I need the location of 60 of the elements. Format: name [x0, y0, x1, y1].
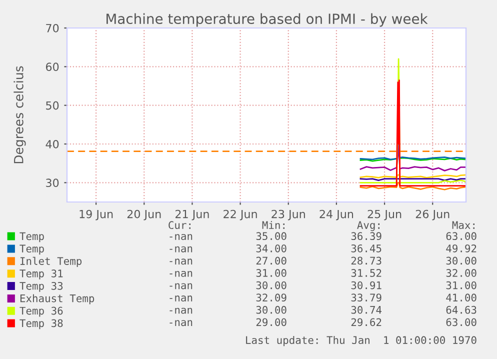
- text: 49.92: [446, 244, 476, 252]
- text: 35.00: [256, 232, 286, 240]
- text: 41.00: [446, 294, 476, 302]
- y-tick-label: 30: [46, 178, 59, 188]
- y-axis-title: Degrees celcius: [14, 66, 26, 164]
- text: 29.62: [351, 318, 382, 326]
- text: 32.00: [446, 269, 476, 277]
- text: Min:: [262, 220, 284, 229]
- text: 30.00: [256, 306, 286, 314]
- text: -nan: [170, 246, 192, 252]
- legend-label: Temp 38: [20, 319, 63, 330]
- text: 64.63: [446, 306, 476, 314]
- text: -nan: [170, 234, 192, 240]
- text: 31.00: [446, 281, 476, 290]
- y-tick-label: 40: [46, 140, 59, 148]
- text: -nan: [170, 308, 192, 314]
- text: 27.00: [256, 256, 286, 265]
- x-tick-label: 20 Jun: [127, 210, 161, 220]
- text: -nan: [170, 258, 192, 265]
- text: -nan: [170, 296, 192, 302]
- chart-title: Machine temperature based on IPMI - by week: [106, 13, 428, 27]
- x-tick-label: 23 Jun: [272, 210, 305, 220]
- y-tick-label: 50: [46, 101, 59, 110]
- legend-label: Temp: [20, 232, 44, 242]
- x-tick-label: 24 Jun: [320, 210, 354, 220]
- text: -nan: [170, 270, 192, 277]
- text: 28.73: [351, 256, 382, 265]
- x-tick-label: 21 Jun: [176, 210, 209, 220]
- x-tick-label: 25 Jun: [368, 210, 402, 220]
- text: 34.00: [256, 244, 286, 252]
- legend-label: Temp: [20, 244, 44, 255]
- text: -nan: [170, 283, 192, 290]
- legend-label: Inlet Temp: [20, 256, 82, 267]
- text: Max:: [452, 221, 474, 230]
- text: 30.00: [256, 281, 286, 290]
- text: 31.52: [351, 269, 382, 277]
- text: 63.00: [446, 232, 476, 240]
- x-tick-label: 19 Jun: [80, 210, 113, 220]
- legend-label: Temp 31: [20, 270, 63, 280]
- x-tick-label: 22 Jun: [224, 210, 257, 220]
- y-tick-label: 60: [46, 62, 59, 72]
- text: 32.09: [256, 294, 286, 302]
- text: 33.79: [351, 294, 382, 302]
- legend-label: Temp 33: [20, 282, 63, 292]
- text: -nan: [170, 320, 192, 326]
- text: 31.00: [256, 269, 286, 277]
- text: 30.00: [446, 256, 476, 265]
- text: 29.00: [256, 318, 286, 326]
- text: Cur:: [168, 221, 190, 230]
- text: 63.00: [446, 318, 476, 326]
- text: 36.45: [351, 244, 382, 252]
- text: 36.39: [351, 232, 382, 240]
- text: 30.91: [351, 281, 382, 290]
- text: Avg:: [357, 221, 380, 232]
- legend-label: Temp 36: [20, 306, 63, 317]
- legend-label: Exhaust Temp: [20, 294, 94, 304]
- y-tick-label: 70: [46, 24, 59, 32]
- x-tick-label: 26 Jun: [416, 210, 450, 220]
- text: Last update: Thu Jan 1 01:00:00 1970: [246, 336, 476, 346]
- text: 30.74: [351, 306, 382, 314]
